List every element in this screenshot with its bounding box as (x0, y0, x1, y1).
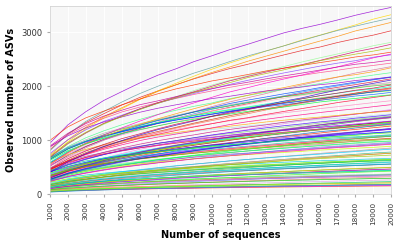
Y-axis label: Observed number of ASVs: Observed number of ASVs (6, 28, 16, 172)
X-axis label: Number of sequences: Number of sequences (161, 231, 280, 240)
